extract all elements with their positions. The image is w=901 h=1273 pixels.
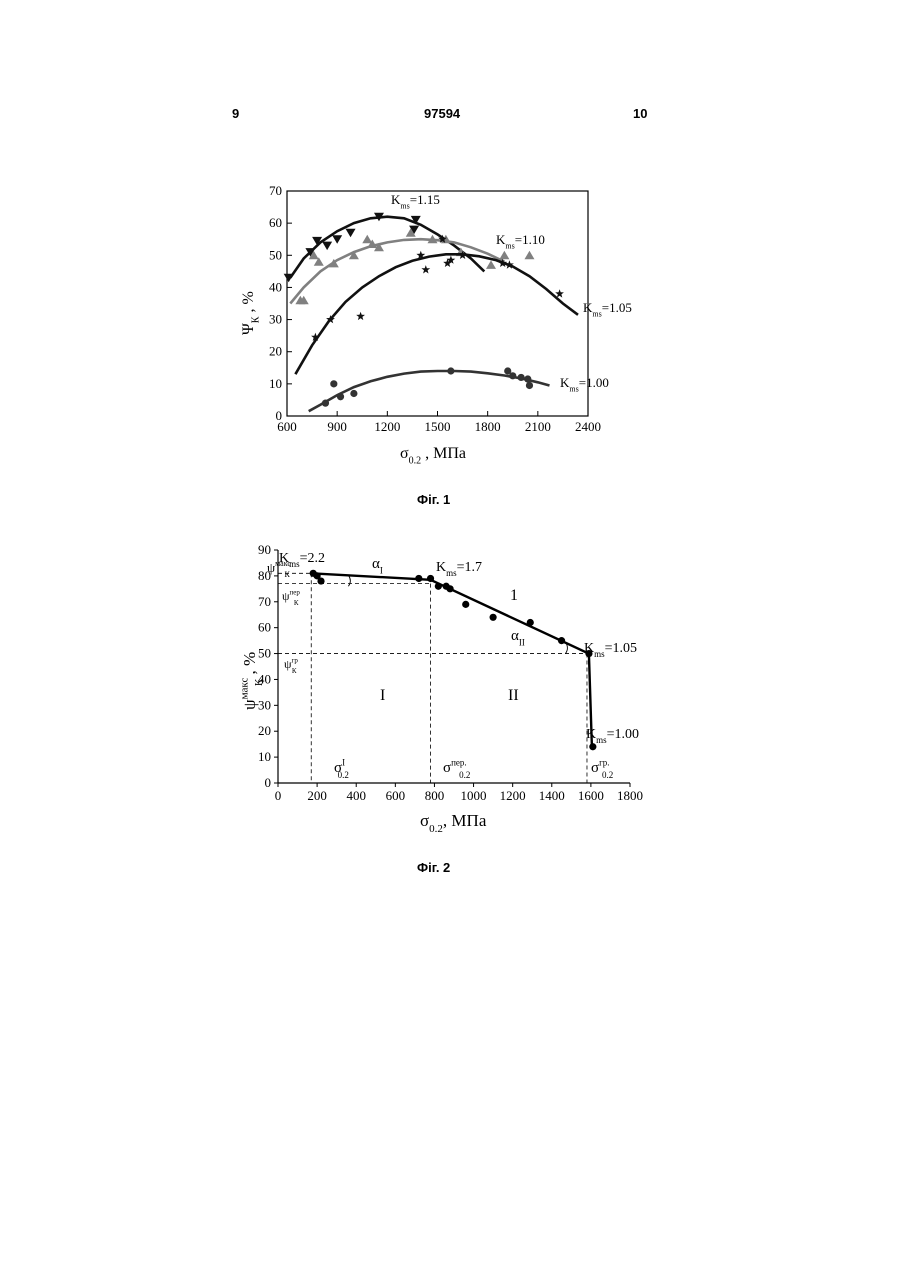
- region-1-label: 1: [510, 587, 518, 604]
- x-tick-label: 1000: [461, 788, 487, 803]
- data-point: [524, 251, 534, 259]
- data-point: [332, 235, 342, 244]
- x-tick-label: 2100: [525, 419, 551, 434]
- kms-1-05-label: Kms=1.05: [584, 641, 637, 659]
- y-tick-label: 10: [258, 749, 271, 764]
- x-tick-label: 1400: [539, 788, 565, 803]
- x-tick-label: 200: [307, 788, 327, 803]
- x-tick-label: 2400: [575, 419, 601, 434]
- data-point: [356, 312, 365, 320]
- series-label: Kms=1.00: [560, 375, 609, 394]
- kms-1-7-label: Kms=1.7: [436, 560, 482, 578]
- series-curve: [290, 217, 484, 278]
- x-tick-label: 1600: [578, 788, 604, 803]
- y-tick-label: 90: [258, 542, 271, 557]
- alpha-II-label: αII: [511, 628, 525, 647]
- data-point: [330, 380, 337, 387]
- alpha-I-arc: [348, 575, 350, 586]
- x-axis-label: σ0.2, МПа: [420, 811, 487, 835]
- x-tick-label: 600: [386, 788, 406, 803]
- data-point: [499, 251, 509, 259]
- data-point: [526, 382, 533, 389]
- data-point: [462, 601, 469, 608]
- x-tick-label: 1800: [617, 788, 643, 803]
- series-curve: [290, 239, 504, 303]
- region-II-label: II: [508, 687, 519, 704]
- y-tick-label: 50: [269, 247, 282, 262]
- data-point: [322, 400, 329, 407]
- y-axis-label-group: ΨК , %: [240, 291, 262, 335]
- data-point: [362, 235, 372, 244]
- y-tick-label: 30: [269, 312, 282, 327]
- data-point: [427, 575, 434, 582]
- data-point: [446, 585, 453, 592]
- data-point: [350, 390, 357, 397]
- y-tick-label: 0: [276, 408, 283, 423]
- alpha-I-label: αI: [372, 556, 383, 575]
- data-point: [337, 393, 344, 400]
- sigma-trans-label: σпер.0.2: [443, 757, 470, 780]
- psi-brittle-label: ψгрК: [284, 657, 298, 675]
- data-point: [284, 274, 294, 283]
- x-tick-label: 1800: [475, 419, 501, 434]
- data-point: [558, 637, 565, 644]
- region-I-label: I: [380, 687, 385, 704]
- y-tick-label: 40: [269, 279, 282, 294]
- series-label: Kms=1.05: [583, 300, 632, 319]
- data-point: [527, 619, 534, 626]
- x-tick-label: 1200: [500, 788, 526, 803]
- y-tick-label: 20: [258, 723, 271, 738]
- x-tick-label: 900: [327, 419, 347, 434]
- trend-line: [311, 573, 592, 747]
- data-point: [435, 583, 442, 590]
- data-point: [524, 375, 531, 382]
- data-point: [415, 575, 422, 582]
- y-tick-label: 30: [258, 697, 271, 712]
- series-label: Kms=1.10: [496, 232, 545, 251]
- data-point: [518, 374, 525, 381]
- y-tick-label: 50: [258, 646, 271, 661]
- y-tick-label: 60: [269, 215, 282, 230]
- data-point: [421, 265, 430, 273]
- x-tick-label: 1500: [425, 419, 451, 434]
- y-tick-label: 70: [258, 594, 271, 609]
- figure-2-chart: 0 200 400 600 800 1000 1200 1400 1600 1800 0 10 20 30…: [238, 542, 643, 835]
- y-axis-label: ΨК , %: [240, 291, 262, 335]
- sigma-brittle-label: σгр.0.2: [591, 757, 613, 780]
- psi-trans-label: ψперК: [282, 589, 300, 607]
- x-tick-label: 800: [425, 788, 445, 803]
- data-point: [486, 260, 496, 269]
- data-point: [447, 367, 454, 374]
- series-curve: [295, 254, 578, 374]
- x-tick-label: 0: [275, 788, 282, 803]
- y-tick-label: 60: [258, 620, 271, 635]
- kms-1-00-label: Kms=1.00: [586, 727, 639, 745]
- y-tick-label: 70: [269, 183, 282, 198]
- y-tick-label: 10: [269, 376, 282, 391]
- x-tick-label: 1200: [374, 419, 400, 434]
- y-tick-label: 0: [265, 775, 272, 790]
- series-label: Kms=1.15: [391, 192, 440, 211]
- data-point: [346, 229, 356, 238]
- data-point: [322, 242, 332, 251]
- x-tick-label: 400: [346, 788, 366, 803]
- y-tick-label: 20: [269, 344, 282, 359]
- figure-1-chart: 6009001200150018002100240001020304050607…: [240, 183, 632, 467]
- data-point: [490, 614, 497, 621]
- x-axis-label: σ0.2 , МПа: [400, 445, 466, 467]
- data-point: [509, 372, 516, 379]
- sigma-I-label: σI0.2: [334, 757, 349, 780]
- data-point: [317, 577, 324, 584]
